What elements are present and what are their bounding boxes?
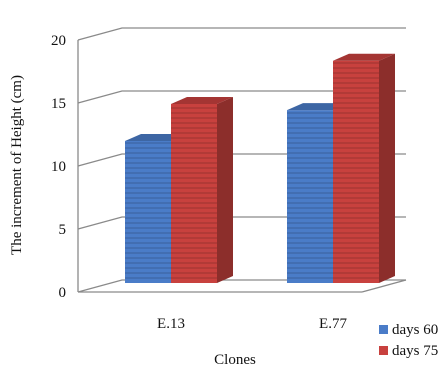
legend-label-days-75: days 75 [392,343,438,359]
y-tick-label: 0 [59,285,67,301]
y-tick-label: 15 [51,96,66,112]
y-tick-label: 5 [59,222,67,238]
legend-label-days-60: days 60 [392,322,438,338]
bar-E.13-days-75 [171,96,233,283]
y-tick-label: 10 [51,159,66,175]
chart-gridlines [77,27,407,293]
floor-right-edge [361,279,407,293]
y-axis-ticks: 0 5 10 15 20 [51,33,66,301]
x-axis-ticks: E.13 E.77 [157,316,347,332]
x-axis-title: Clones [214,352,256,368]
y-axis-title: The increment of Height (cm) [9,75,25,255]
legend: days 60 days 75 [379,322,438,359]
gridline-3 [77,90,406,104]
y-tick-label: 20 [51,33,66,49]
x-tick-label: E.77 [319,316,347,332]
bars [125,53,395,284]
bar-E.77-days-75 [333,53,395,284]
legend-swatch-days-60 [379,325,388,334]
gridline-4 [77,27,406,41]
legend-swatch-days-75 [379,346,388,355]
x-tick-label: E.13 [157,316,185,332]
